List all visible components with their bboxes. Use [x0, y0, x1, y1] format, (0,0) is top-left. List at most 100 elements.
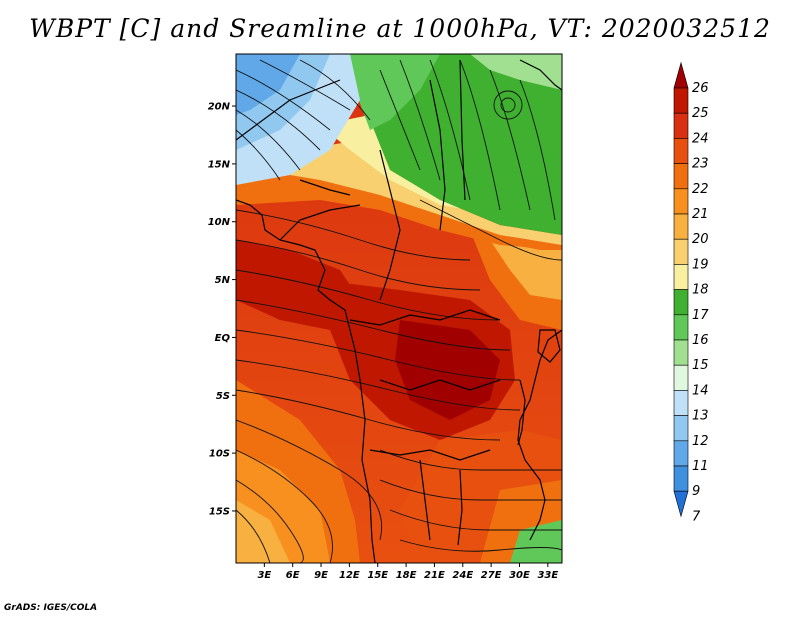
colorbar-swatch	[673, 112, 689, 139]
y-tick-label: 5S	[216, 391, 230, 402]
region-eastafrica-yellow	[490, 240, 562, 300]
axis-ticks: 3E 6E 9E 12E 15E 18E 21E 24E 27E 30E 33E 20N 15N 10N 5…	[208, 102, 559, 581]
streamline	[236, 509, 271, 563]
border	[429, 79, 446, 231]
colorbar-label: 15	[692, 358, 709, 373]
streamline	[379, 69, 421, 171]
x-tick-label: 9E	[314, 570, 328, 581]
colorbar-swatch	[673, 188, 689, 215]
rift-lake	[517, 379, 526, 446]
region-northeast-palegreen	[470, 54, 562, 90]
colorbar-label: 16	[692, 333, 709, 348]
streamline	[236, 109, 301, 171]
colorbar-label: 24	[692, 131, 709, 146]
map-frame	[235, 53, 563, 564]
colorbar-label: 13	[692, 409, 709, 424]
colorbar-label: 22	[692, 182, 709, 197]
colorbar-swatch	[673, 314, 689, 341]
region-northwest-darkblue	[236, 54, 300, 115]
colorbar-swatch	[673, 213, 689, 240]
streamline	[259, 59, 351, 111]
streamline	[236, 479, 304, 563]
x-tick-label: 21E	[424, 570, 445, 581]
streamline	[236, 269, 501, 321]
x-tick-label: 30E	[509, 570, 530, 581]
y-tick-label: 15N	[208, 159, 231, 170]
colorbar-label: 11	[692, 459, 709, 474]
colorbar-label: 25	[692, 106, 709, 121]
x-tick-label: 6E	[286, 570, 300, 581]
streamline	[236, 129, 281, 181]
y-tick-label: 10N	[208, 217, 231, 228]
colorbar-swatch	[673, 465, 689, 492]
border	[299, 179, 351, 196]
border	[349, 309, 501, 326]
border	[369, 449, 491, 461]
streamline	[236, 69, 331, 131]
colorbar-swatch	[673, 490, 689, 518]
streamline	[236, 239, 481, 291]
border	[279, 204, 361, 241]
streamline	[236, 449, 333, 563]
streamline	[489, 69, 531, 211]
streamline	[429, 59, 471, 201]
temperature-field	[236, 54, 562, 563]
colorbar-label: 21	[692, 207, 709, 222]
border	[519, 59, 562, 91]
border	[379, 149, 401, 301]
streamline	[399, 59, 441, 181]
streamline	[389, 509, 562, 531]
border	[457, 469, 463, 546]
x-tick-label: 27E	[481, 570, 502, 581]
streamlines	[236, 59, 562, 563]
x-tick-label: 15E	[367, 570, 388, 581]
colorbar-label: 14	[692, 383, 709, 398]
colorbar-label: 17	[692, 308, 709, 323]
region-south-atlantic-yellow	[236, 500, 290, 563]
region-sahel-pale	[320, 115, 470, 210]
colorbar: 26 25 24 23 22 21 20 19 18 17 16 15 14 13 12 11 9 7	[673, 61, 709, 524]
country-borders	[236, 59, 562, 563]
colorbar-label: 9	[692, 484, 700, 499]
vortex-outer	[493, 90, 523, 120]
west-africa-coast	[236, 199, 356, 351]
colorbar-swatch	[673, 163, 689, 190]
border	[379, 379, 501, 391]
colorbar-swatch	[673, 264, 689, 290]
chart-title: WBPT [C] and Sreamline at 1000hPa, VT: 2…	[29, 14, 771, 43]
border	[459, 59, 466, 201]
streamline	[399, 539, 562, 552]
region-northeast-lightgreen	[350, 54, 440, 130]
colorbar-label: 26	[692, 81, 709, 96]
colorbar-label: 12	[692, 434, 709, 449]
x-tick-label: 24E	[452, 570, 473, 581]
colorbar-swatch	[673, 364, 689, 391]
x-tick-label: 33E	[537, 570, 558, 581]
region-congo-core	[395, 320, 500, 420]
colorbar-swatch	[673, 61, 689, 89]
streamline	[379, 479, 562, 501]
x-tick-label: 12E	[339, 570, 360, 581]
streamline	[379, 449, 562, 471]
colorbar-swatch	[673, 415, 689, 442]
streamline	[236, 89, 321, 151]
region-southeast-green	[510, 520, 562, 563]
streamline	[519, 79, 556, 221]
x-tick-label: 18E	[396, 570, 417, 581]
colorbar-label: 23	[692, 157, 709, 172]
colorbar-label: 20	[692, 232, 709, 247]
y-tick-label: 20N	[208, 102, 231, 113]
lake-victoria	[537, 329, 561, 363]
colorbar-swatch	[673, 289, 689, 316]
colorbar-label: 19	[692, 257, 709, 272]
colorbar-label: 7	[692, 509, 701, 524]
streamline	[236, 419, 383, 541]
region-westafrica-dark	[236, 240, 360, 330]
x-tick-label: 3E	[257, 570, 271, 581]
credit-text: GrADS: IGES/COLA	[4, 603, 98, 613]
streamline	[459, 59, 501, 211]
border	[236, 79, 341, 141]
colorbar-swatch	[673, 339, 689, 366]
colorbar-label: 18	[692, 283, 709, 298]
